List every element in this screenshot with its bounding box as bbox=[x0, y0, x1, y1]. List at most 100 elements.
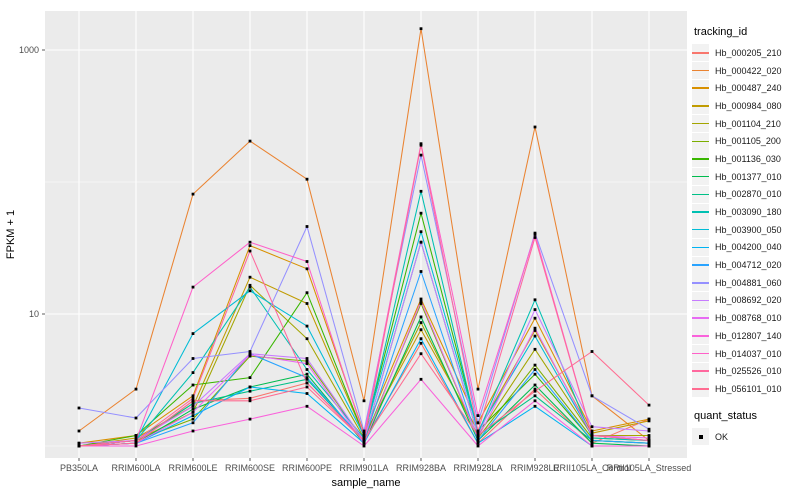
x-tick-label: RRIM600LA bbox=[111, 463, 160, 473]
x-tick-label: RRIM600SE bbox=[225, 463, 275, 473]
data-point bbox=[419, 315, 423, 319]
data-point bbox=[77, 441, 81, 445]
data-point bbox=[476, 429, 480, 433]
legend-line-swatch bbox=[692, 335, 709, 337]
data-point bbox=[248, 275, 252, 279]
x-tick-label: RRIM600LE bbox=[168, 463, 217, 473]
data-point bbox=[647, 434, 651, 437]
legend-label: Hb_004200_040 bbox=[715, 242, 782, 253]
legend-label: Hb_003090_180 bbox=[715, 207, 782, 218]
legend-key-box bbox=[692, 168, 709, 186]
data-point bbox=[191, 394, 195, 398]
data-point bbox=[476, 434, 480, 437]
data-point bbox=[191, 396, 195, 400]
data-point bbox=[248, 353, 252, 357]
data-point bbox=[305, 267, 309, 271]
x-tick-label: RRIM928LA bbox=[453, 463, 502, 473]
legend-line-swatch bbox=[692, 388, 709, 390]
y-axis-title: FPKM + 1 bbox=[5, 210, 17, 259]
legend-label: Hb_025526_010 bbox=[715, 366, 782, 377]
legend-label: Hb_012807_140 bbox=[715, 330, 782, 341]
data-point bbox=[533, 404, 537, 408]
data-point bbox=[419, 143, 423, 147]
legend-key-box bbox=[692, 291, 709, 309]
legend-key-box bbox=[692, 150, 709, 168]
legend-label: Hb_001105_200 bbox=[715, 136, 781, 147]
data-point bbox=[305, 381, 309, 385]
data-point bbox=[77, 429, 81, 433]
legend-key-box bbox=[692, 345, 709, 363]
legend-quant-status: quant_status OK bbox=[692, 410, 798, 446]
data-point bbox=[533, 334, 537, 338]
legend-line-swatch bbox=[692, 193, 709, 196]
data-point bbox=[419, 153, 423, 157]
data-point bbox=[191, 421, 195, 425]
legend-entry: Hb_004200_040 bbox=[692, 238, 798, 257]
data-point bbox=[419, 142, 423, 146]
data-point bbox=[191, 402, 195, 405]
data-point bbox=[476, 436, 480, 440]
legend-key-box bbox=[692, 362, 709, 380]
data-point bbox=[248, 285, 252, 289]
data-point bbox=[533, 308, 537, 311]
data-point bbox=[647, 429, 651, 433]
data-point bbox=[248, 389, 252, 393]
data-point bbox=[419, 189, 423, 193]
data-point bbox=[305, 359, 309, 363]
data-point bbox=[362, 429, 366, 433]
legend-label: Hb_004881_060 bbox=[715, 277, 782, 288]
legend-label: OK bbox=[715, 431, 729, 442]
data-point bbox=[362, 431, 366, 435]
data-point bbox=[590, 444, 594, 448]
legend-label: Hb_000984_080 bbox=[715, 100, 782, 111]
data-point bbox=[533, 368, 537, 371]
data-point bbox=[134, 416, 138, 420]
data-point bbox=[419, 230, 423, 234]
legend-entry: Hb_008768_010 bbox=[692, 309, 798, 327]
legend-line-swatch bbox=[692, 158, 709, 160]
data-point bbox=[533, 389, 537, 393]
data-point bbox=[248, 376, 252, 379]
legend-label: Hb_002870_010 bbox=[715, 189, 782, 200]
legend-label: Hb_000487_240 bbox=[715, 83, 782, 94]
data-point bbox=[419, 297, 423, 301]
data-point bbox=[305, 225, 309, 228]
legend-entry: Hb_001377_010 bbox=[692, 168, 798, 186]
data-point bbox=[590, 350, 594, 353]
data-point bbox=[419, 328, 423, 332]
quant-key-box bbox=[692, 428, 709, 446]
legend-label: Hb_001377_010 bbox=[715, 171, 782, 182]
data-point bbox=[248, 399, 252, 403]
data-point bbox=[362, 399, 366, 403]
legend-line-swatch bbox=[692, 69, 709, 72]
legend-key-box bbox=[692, 132, 709, 150]
data-point bbox=[533, 347, 537, 351]
data-point bbox=[305, 404, 309, 408]
legend-line-swatch bbox=[692, 317, 709, 319]
data-point bbox=[248, 385, 252, 389]
legend-line-swatch bbox=[692, 228, 709, 231]
data-point bbox=[647, 436, 651, 440]
legend-line-swatch bbox=[692, 52, 709, 54]
legend-line-swatch bbox=[692, 87, 709, 89]
data-point bbox=[305, 362, 309, 366]
x-tick-label: RRIM901LA bbox=[339, 463, 388, 473]
data-point bbox=[590, 394, 594, 398]
legend-key-box bbox=[692, 79, 709, 97]
legend-label: Hb_008768_010 bbox=[715, 313, 782, 324]
data-point bbox=[419, 337, 423, 341]
data-point bbox=[134, 436, 138, 440]
legend-entries: Hb_000205_210 Hb_000422_020 Hb_000487_240 H… bbox=[692, 44, 798, 398]
data-point bbox=[419, 302, 423, 305]
legend-entry: Hb_004881_060 bbox=[692, 274, 798, 292]
legend-entry: Hb_008692_020 bbox=[692, 291, 798, 310]
data-point bbox=[533, 363, 537, 367]
data-point bbox=[248, 289, 252, 293]
data-point bbox=[191, 399, 195, 403]
data-point bbox=[476, 414, 480, 417]
legend-label: Hb_000422_020 bbox=[715, 65, 782, 76]
data-point bbox=[590, 429, 594, 433]
legend-key-box bbox=[692, 274, 709, 292]
legend-key-box bbox=[692, 62, 709, 80]
